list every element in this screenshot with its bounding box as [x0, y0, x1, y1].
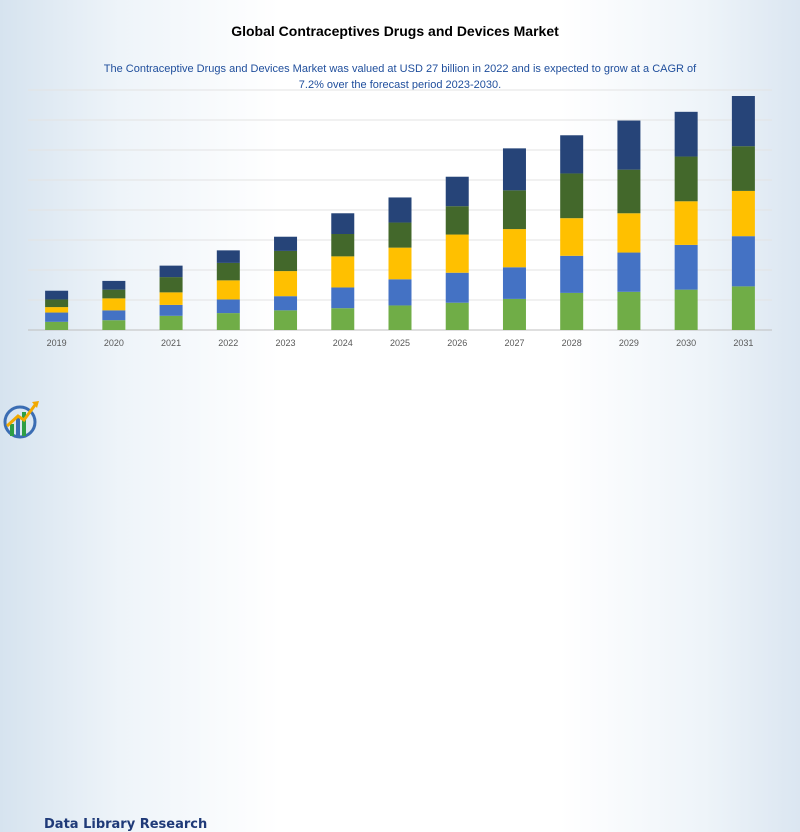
bar-segment-2027-s4 — [502, 190, 526, 230]
bar-segment-2025-s5 — [388, 197, 412, 223]
brand-footer: Data Library Research — [0, 394, 210, 832]
bar-segment-2023-s3 — [274, 271, 298, 297]
bar-segment-2026-s4 — [445, 206, 469, 235]
bar-segment-2022-s4 — [216, 262, 240, 281]
x-tick-label-2021: 2021 — [161, 338, 181, 348]
bar-segment-2024-s1 — [331, 308, 355, 330]
bar-segment-2021-s2 — [159, 304, 183, 316]
bar-segment-2023-s4 — [274, 250, 298, 272]
bar-segment-2019-s4 — [45, 299, 69, 308]
bar-segment-2020-s5 — [102, 280, 126, 290]
bar-segment-2025-s2 — [388, 279, 412, 306]
bar-segment-2021-s1 — [159, 315, 183, 330]
bar-segment-2020-s3 — [102, 298, 126, 311]
bar-segment-2031-s4 — [731, 146, 755, 191]
bar-segment-2019-s2 — [45, 312, 69, 322]
bar-segment-2028-s4 — [560, 173, 584, 219]
bar-segment-2028-s1 — [560, 292, 584, 330]
x-tick-label-2022: 2022 — [218, 338, 238, 348]
bar-segment-2026-s1 — [445, 302, 469, 330]
x-tick-label-2019: 2019 — [47, 338, 67, 348]
bar-segment-2027-s1 — [502, 298, 526, 330]
chart-title: Global Contraceptives Drugs and Devices … — [231, 23, 559, 39]
bar-segment-2026-s5 — [445, 176, 469, 207]
bar-segment-2029-s3 — [617, 213, 641, 253]
bar-segment-2020-s1 — [102, 320, 126, 330]
growth-chart-logo-icon — [3, 401, 39, 439]
bar-segment-2020-s4 — [102, 289, 126, 299]
bar-segment-2030-s2 — [674, 244, 698, 290]
bar-segment-2027-s3 — [502, 229, 526, 268]
chart-subtitle: The Contraceptive Drugs and Devices Mark… — [103, 63, 697, 91]
bar-segment-2024-s3 — [331, 256, 355, 288]
x-tick-label-2026: 2026 — [447, 338, 467, 348]
bar-segment-2031-s1 — [731, 286, 755, 330]
x-tick-label-2020: 2020 — [104, 338, 124, 348]
bar-segment-2022-s5 — [216, 250, 240, 263]
x-tick-label-2023: 2023 — [276, 338, 296, 348]
bar-segment-2030-s1 — [674, 289, 698, 330]
brand-name: Data Library Research — [44, 817, 208, 832]
x-axis-tick-labels: 2019 2020 2021 2022 2023 2024 2025 2026 2027 2028… — [47, 338, 754, 348]
bar-segment-2022-s2 — [216, 299, 240, 314]
x-tick-label-2029: 2029 — [619, 338, 639, 348]
x-tick-label-2024: 2024 — [333, 338, 353, 348]
bar-segment-2031-s2 — [731, 236, 755, 287]
bar-segment-2023-s2 — [274, 296, 298, 311]
x-tick-label-2031: 2031 — [733, 338, 753, 348]
bar-segment-2023-s1 — [274, 310, 298, 330]
bar-segment-2019-s1 — [45, 321, 69, 330]
x-tick-label-2025: 2025 — [390, 338, 410, 348]
bar-segment-2029-s1 — [617, 291, 641, 330]
bar-segment-2021-s3 — [159, 292, 183, 305]
bar-segment-2025-s4 — [388, 222, 412, 248]
bar-segment-2024-s5 — [331, 213, 355, 234]
bar-segment-2030-s3 — [674, 201, 698, 245]
x-tick-label-2027: 2027 — [504, 338, 524, 348]
bar-segment-2027-s5 — [502, 148, 526, 191]
bar-segment-2019-s3 — [45, 307, 69, 313]
bar-segment-2023-s5 — [274, 236, 298, 251]
x-tick-label-2028: 2028 — [562, 338, 582, 348]
bar-segment-2021-s5 — [159, 265, 183, 278]
bar-segment-2022-s1 — [216, 313, 240, 330]
bar-segment-2025-s1 — [388, 305, 412, 330]
bar-segment-2022-s3 — [216, 280, 240, 300]
bar-segment-2021-s4 — [159, 277, 183, 293]
bar-segment-2030-s5 — [674, 111, 698, 157]
bar-segment-2028-s5 — [560, 135, 584, 174]
bar-segment-2026-s3 — [445, 234, 469, 273]
bar-segment-2029-s4 — [617, 169, 641, 214]
bar-segment-2028-s3 — [560, 218, 584, 256]
x-tick-label-2030: 2030 — [676, 338, 696, 348]
bar-segment-2027-s2 — [502, 267, 526, 299]
bar-segment-2031-s5 — [731, 96, 755, 147]
bar-segment-2028-s2 — [560, 255, 584, 293]
bar-segment-2026-s2 — [445, 272, 469, 303]
bar-segment-2029-s2 — [617, 252, 641, 292]
bar-segment-2029-s5 — [617, 120, 641, 170]
bar-segment-2030-s4 — [674, 156, 698, 202]
bar-series — [45, 96, 755, 330]
bar-segment-2031-s3 — [731, 190, 755, 237]
bar-segment-2024-s2 — [331, 287, 355, 309]
bar-segment-2025-s3 — [388, 247, 412, 280]
bar-segment-2019-s5 — [45, 290, 69, 300]
bar-segment-2020-s2 — [102, 310, 126, 321]
bar-segment-2024-s4 — [331, 234, 355, 257]
stacked-bar-chart: 2019 2020 2021 2022 2023 2024 2025 2026 2027 2028… — [28, 89, 772, 348]
